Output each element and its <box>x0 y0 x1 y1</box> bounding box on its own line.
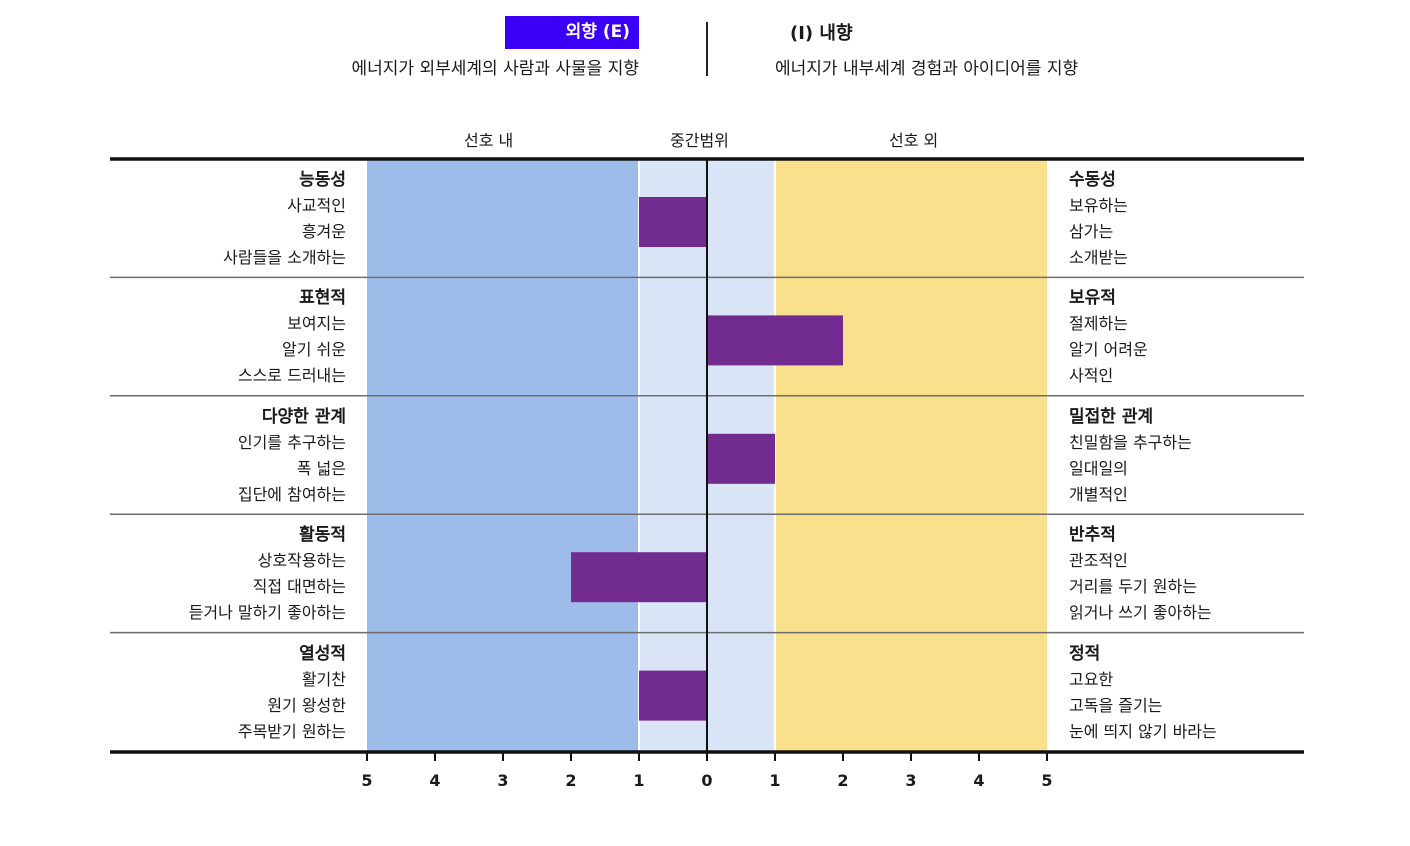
introversion-label: (I) 내향 <box>790 23 853 44</box>
left-facet-descriptor: 흥겨운 <box>301 222 346 241</box>
x-tick-label: 2 <box>565 771 576 790</box>
data-bar <box>639 670 707 721</box>
left-facet-descriptor: 활기찬 <box>301 669 346 689</box>
x-tick-label: 3 <box>905 771 916 790</box>
left-facet-descriptor: 스스로 드러내는 <box>237 366 346 386</box>
x-tick-label: 3 <box>497 771 508 790</box>
left-facet-title: 열성적 <box>299 643 346 664</box>
left-facet-descriptor: 주목받기 원하는 <box>237 721 346 741</box>
data-bar <box>707 433 775 484</box>
right-facet-title: 밀접한 관계 <box>1069 406 1154 427</box>
right-facet-descriptor: 사적인 <box>1069 366 1114 386</box>
right-facet-descriptor: 절제하는 <box>1069 314 1128 334</box>
left-facet-descriptor: 직접 대면하는 <box>252 577 346 597</box>
extraversion-description: 에너지가 외부세계의 사람과 사물을 지향 <box>351 59 640 79</box>
left-facet-descriptor: 알기 쉬운 <box>282 340 346 360</box>
left-facet-title: 활동적 <box>299 525 346 546</box>
band-label-left: 선호 내 <box>464 131 514 150</box>
right-facet-descriptor: 눈에 띄지 않기 바라는 <box>1069 721 1217 741</box>
right-facet-title: 정적 <box>1069 643 1101 664</box>
left-facet-descriptor: 사람들을 소개하는 <box>223 248 346 267</box>
band-region <box>775 159 1047 752</box>
x-tick-label: 5 <box>361 771 372 790</box>
right-facet-descriptor: 개별적인 <box>1069 484 1128 504</box>
right-facet-title: 수동성 <box>1069 170 1116 190</box>
right-facet-descriptor: 알기 어려운 <box>1069 340 1148 360</box>
right-facet-descriptor: 삼가는 <box>1069 222 1114 241</box>
right-facet-descriptor: 친밀함을 추구하는 <box>1069 432 1192 452</box>
x-tick-label: 2 <box>837 771 848 790</box>
header-divider <box>706 22 708 76</box>
x-tick-label: 5 <box>1041 771 1052 790</box>
left-facet-descriptor: 폭 넓은 <box>296 458 346 478</box>
left-facet-descriptor: 집단에 참여하는 <box>237 484 346 504</box>
band-region <box>367 159 639 752</box>
band-label-right: 선호 외 <box>889 131 939 150</box>
introversion-description: 에너지가 내부세계 경험과 아이디어를 지향 <box>775 59 1079 79</box>
x-tick-label: 4 <box>973 771 984 790</box>
right-facet-title: 보유적 <box>1069 288 1116 309</box>
right-facet-title: 반추적 <box>1069 525 1116 546</box>
right-facet-descriptor: 보유하는 <box>1069 196 1128 215</box>
left-facet-descriptor: 인기를 추구하는 <box>237 432 346 452</box>
right-facet-descriptor: 고독을 즐기는 <box>1069 695 1163 715</box>
x-tick-label: 1 <box>769 771 780 790</box>
left-facet-title: 능동성 <box>299 170 346 190</box>
left-facet-descriptor: 원기 왕성한 <box>267 695 346 715</box>
band-label-middle: 중간범위 <box>670 131 729 150</box>
data-bar <box>707 315 843 366</box>
left-facet-title: 다양한 관계 <box>261 406 346 427</box>
x-tick-label: 4 <box>429 771 440 790</box>
left-facet-descriptor: 상호작용하는 <box>257 551 346 571</box>
right-facet-descriptor: 관조적인 <box>1069 551 1128 571</box>
left-facet-descriptor: 듣거나 말하기 좋아하는 <box>188 603 346 623</box>
x-tick-label: 0 <box>701 771 712 790</box>
left-facet-descriptor: 보여지는 <box>287 314 346 334</box>
right-facet-descriptor: 읽거나 쓰기 좋아하는 <box>1069 603 1212 623</box>
right-facet-descriptor: 고요한 <box>1069 669 1114 689</box>
x-tick-label: 1 <box>633 771 644 790</box>
left-facet-title: 표현적 <box>299 288 346 309</box>
right-facet-descriptor: 거리를 두기 원하는 <box>1069 577 1197 597</box>
right-facet-descriptor: 일대일의 <box>1069 458 1128 478</box>
left-facet-descriptor: 사교적인 <box>287 196 346 215</box>
data-bar <box>639 197 707 247</box>
right-facet-descriptor: 소개받는 <box>1069 248 1128 267</box>
data-bar <box>571 552 707 603</box>
extraversion-badge: 외향 (E) <box>505 16 639 49</box>
